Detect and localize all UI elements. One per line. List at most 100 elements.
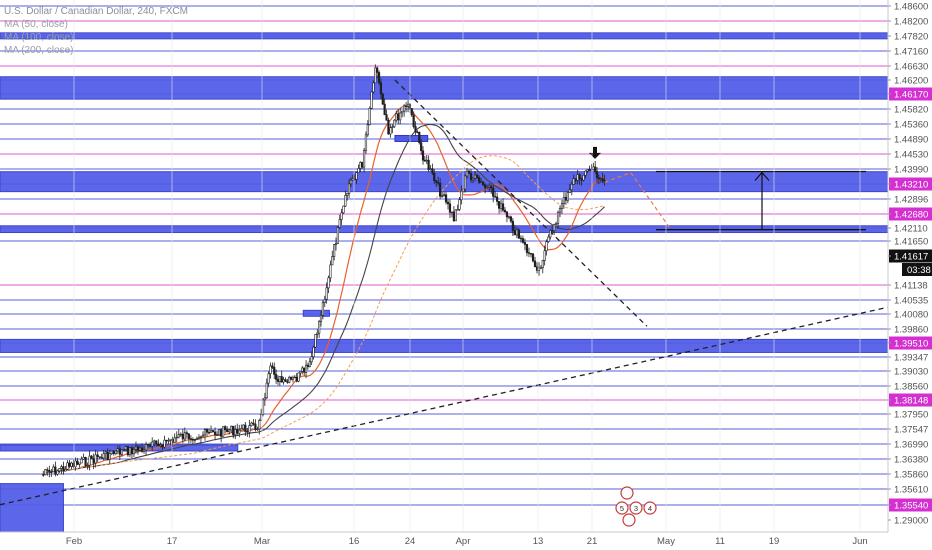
ma-200-line [41,155,605,476]
candle-body [201,434,205,437]
candle-body [86,464,89,467]
candle-body [572,178,575,185]
candle-body [442,194,446,197]
candle-body [181,433,184,440]
candle-body [389,127,392,135]
candle-body [456,209,459,211]
time-tick-label: 19 [769,536,780,547]
candle-body [595,171,599,179]
candle-body [325,287,328,300]
candle-body [195,438,199,440]
candle-body [66,462,69,470]
candle-body [372,82,375,93]
countdown-label [902,263,932,276]
candle-body [318,320,321,334]
candle-body [236,429,239,434]
candle-body [250,422,253,426]
candle-body [570,184,573,191]
highlighted-price-label [889,207,932,221]
candle-body [82,457,85,460]
candle-body [284,379,287,382]
candle-body [64,468,67,472]
candle-body [488,185,491,188]
candle-body [299,371,302,374]
candle-body [46,469,49,471]
candle-body [471,177,475,181]
candle-body [288,376,291,383]
candle-body [399,112,402,121]
candle-body [395,113,398,121]
candle-body [232,425,235,436]
candle-body [90,455,93,459]
candle-body [450,211,454,214]
candle-body [425,159,428,162]
candle-body [136,446,140,451]
candle-body [88,455,91,466]
candle-body [480,181,483,183]
time-tick-label: 21 [587,536,598,547]
price-tick-label: 1.46170 [894,90,928,101]
candle-body [492,187,495,197]
candle-body [549,230,552,238]
candle-body [558,208,562,213]
candle-body [165,439,168,442]
legend-ma-100[interactable]: MA (100, close) [4,32,74,43]
candle-body [355,172,358,180]
candle-body [246,431,249,433]
legend-ma-200[interactable]: MA (200, close) [4,45,74,56]
candle-body [391,126,394,128]
legend-ma-50[interactable]: MA (50, close) [4,19,68,30]
candle-body [110,450,113,455]
candle-body [126,446,130,456]
annotations-layer: 0.01907 (1.43%) 159.7 5 3 4 [589,144,866,527]
supply-demand-zone [0,76,889,100]
candle-body [242,424,245,430]
candle-body [98,456,101,458]
price-tick-label: 1.39510 [894,339,928,350]
candle-body [155,440,158,445]
price-tick-label: 1.42680 [894,210,928,221]
candle-body [211,430,215,433]
price-tick-label: 1.37547 [894,425,928,436]
candle-body [446,201,450,205]
time-tick-label: 13 [533,536,544,547]
candle-body [401,110,404,114]
candle-body [112,450,115,454]
candle-body [191,439,195,441]
candle-body [149,444,152,447]
candle-body [329,264,332,279]
candle-body [316,332,319,335]
price-tick-label: 1.45820 [894,105,928,116]
candle-body [494,196,497,198]
candle-body [576,174,579,181]
candle-body [477,177,481,183]
candle-body [410,108,413,116]
price-axis[interactable]: 1.48600 1.48200 1.47820 1.47160 1.46630 1.462… [887,0,932,550]
candle-body [76,460,79,465]
candle-body [377,72,381,83]
candle-body [533,260,537,268]
price-tick-label: 1.43210 [894,180,928,191]
time-tick-label: 16 [349,536,360,547]
candle-body [303,367,306,373]
candle-body [58,468,61,472]
price-tick-label: 1.29000 [894,516,928,527]
candle-body [469,173,473,181]
candle-body [421,150,425,161]
candle-body [54,466,57,475]
candle-body [336,227,339,244]
candle-body [310,356,313,363]
candle-body [189,438,192,440]
candle-body [159,444,162,447]
candle-body [560,203,564,209]
price-tick-label: 1.40080 [894,310,928,321]
highlighted-price-label [889,177,932,191]
candle-body [340,212,343,220]
candle-body [301,367,304,372]
candle-body [261,399,265,415]
legend-symbol[interactable]: U.S. Dollar / Canadian Dollar, 240, FXCM [4,6,188,17]
candle-body [130,447,134,455]
candle-body [44,469,47,475]
